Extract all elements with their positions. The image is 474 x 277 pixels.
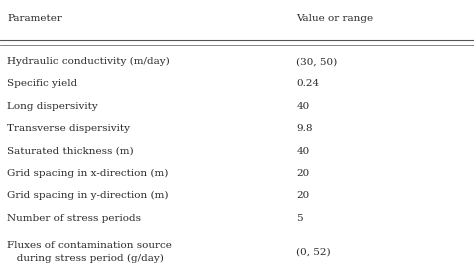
Text: Grid spacing in x-direction (m): Grid spacing in x-direction (m): [7, 169, 168, 178]
Text: Saturated thickness (m): Saturated thickness (m): [7, 147, 134, 156]
Text: 5: 5: [296, 214, 303, 223]
Text: Specific yield: Specific yield: [7, 79, 77, 88]
Text: Long dispersivity: Long dispersivity: [7, 102, 98, 111]
Text: 40: 40: [296, 102, 310, 111]
Text: 20: 20: [296, 191, 310, 200]
Text: 0.24: 0.24: [296, 79, 319, 88]
Text: Grid spacing in y-direction (m): Grid spacing in y-direction (m): [7, 191, 169, 201]
Text: (0, 52): (0, 52): [296, 247, 331, 256]
Text: Hydraulic conductivity (m/day): Hydraulic conductivity (m/day): [7, 57, 170, 66]
Text: Value or range: Value or range: [296, 14, 374, 23]
Text: Fluxes of contamination source
   during stress period (g/day): Fluxes of contamination source during st…: [7, 241, 172, 263]
Text: 20: 20: [296, 169, 310, 178]
Text: Parameter: Parameter: [7, 14, 62, 23]
Text: Number of stress periods: Number of stress periods: [7, 214, 141, 223]
Text: (30, 50): (30, 50): [296, 57, 337, 66]
Text: 40: 40: [296, 147, 310, 156]
Text: 9.8: 9.8: [296, 124, 313, 133]
Text: Transverse dispersivity: Transverse dispersivity: [7, 124, 130, 133]
